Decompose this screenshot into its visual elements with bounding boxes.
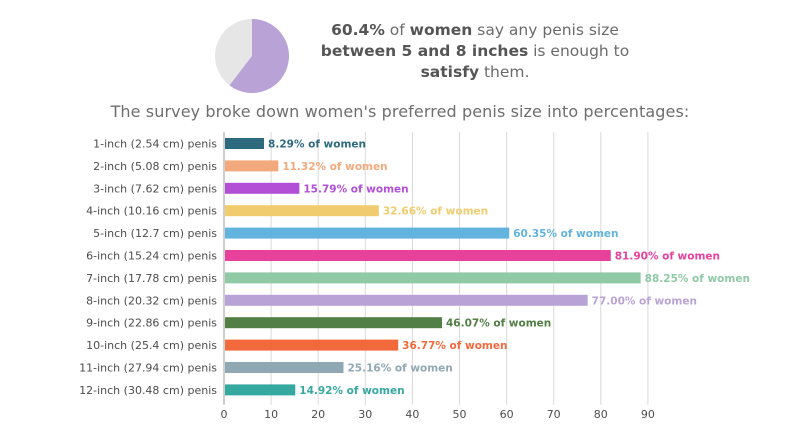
data-label: 15.79% of women — [303, 183, 408, 195]
x-tick-label: 20 — [311, 408, 325, 421]
bar — [225, 362, 344, 373]
category-label: 3-inch (7.62 cm) penis — [93, 182, 217, 195]
data-label: 11.32% of women — [282, 161, 387, 173]
x-tick-label: 80 — [594, 408, 608, 421]
subtitle: The survey broke down women's preferred … — [110, 102, 690, 121]
category-label: 4-inch (10.16 cm) penis — [86, 205, 217, 218]
data-label: 60.35% of women — [513, 228, 618, 240]
headline-range: between 5 and 8 inches — [320, 42, 529, 60]
x-tick-label: 70 — [547, 408, 561, 421]
data-label: 88.25% of women — [645, 273, 750, 285]
x-tick-label: 60 — [500, 408, 514, 421]
x-tick-label: 40 — [405, 408, 419, 421]
data-label: 14.92% of women — [299, 385, 404, 397]
category-label: 5-inch (12.7 cm) penis — [93, 227, 217, 240]
category-label: 12-inch (30.48 cm) penis — [79, 384, 217, 397]
category-label: 7-inch (17.78 cm) penis — [86, 272, 217, 285]
bar — [225, 138, 265, 149]
x-tick-label: 90 — [641, 408, 655, 421]
category-label: 2-inch (5.08 cm) penis — [93, 160, 217, 173]
bar — [225, 250, 611, 261]
headline-text-2: say any penis size — [472, 21, 619, 39]
category-label: 10-inch (25.4 cm) penis — [86, 339, 217, 352]
bar — [225, 272, 641, 284]
data-label: 77.00% of women — [592, 295, 697, 307]
category-label: 11-inch (27.94 cm) penis — [79, 362, 217, 375]
bar — [225, 205, 379, 217]
x-tick-label: 0 — [221, 408, 228, 421]
category-label: 1-inch (2.54 cm) penis — [93, 138, 217, 151]
headline-text-1: of — [384, 21, 410, 39]
data-label: 46.07% of women — [446, 318, 551, 330]
headline-text-3: is enough to — [528, 42, 630, 60]
bar — [225, 227, 510, 239]
category-label: 8-inch (20.32 cm) penis — [86, 294, 217, 307]
bar — [225, 317, 442, 329]
data-label: 25.16% of women — [348, 363, 453, 375]
headline-women: women — [409, 21, 473, 39]
headline-percent: 60.4% — [331, 21, 385, 39]
bar — [225, 182, 300, 194]
data-label: 81.90% of women — [615, 251, 720, 263]
bar — [225, 339, 399, 351]
x-tick-label: 30 — [358, 408, 372, 421]
data-label: 8.29% of women — [268, 139, 366, 151]
x-tick-label: 10 — [264, 408, 278, 421]
bar — [225, 160, 279, 172]
data-label: 32.66% of women — [383, 206, 488, 218]
headline: 60.4% of women say any penis size betwee… — [310, 20, 640, 83]
category-label: 6-inch (15.24 cm) penis — [86, 250, 217, 263]
bar — [225, 384, 296, 396]
x-tick-label: 50 — [453, 408, 467, 421]
headline-satisfy: satisfy — [420, 63, 480, 81]
data-label: 36.77% of women — [402, 340, 507, 352]
pie-slice-main — [229, 19, 289, 94]
bar — [225, 294, 588, 306]
category-label: 9-inch (22.86 cm) penis — [86, 317, 217, 330]
headline-text-4: them. — [479, 63, 530, 81]
